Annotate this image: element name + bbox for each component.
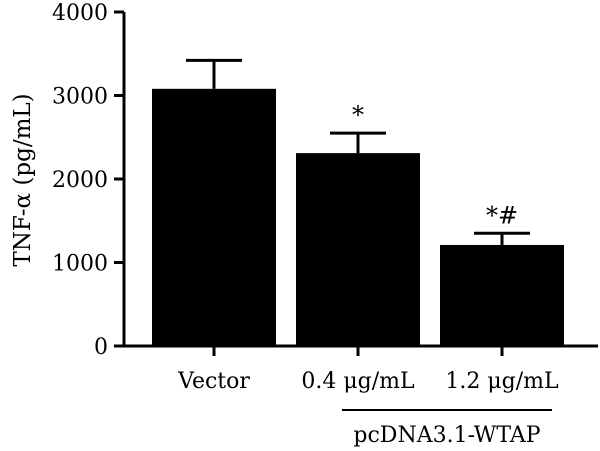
y-tick-label: 1000 [52, 252, 108, 277]
group-label: pcDNA3.1-WTAP [353, 423, 540, 448]
significance-marker: * [352, 101, 364, 129]
annotations-layer: * *# [352, 101, 518, 229]
y-axis: 0 1000 2000 3000 4000 [52, 1, 126, 360]
x-tick-label: 1.2 μg/mL [445, 369, 559, 394]
bar [440, 244, 564, 346]
bar [152, 88, 276, 346]
x-tick-label: Vector [177, 369, 250, 394]
bar [296, 153, 420, 346]
significance-marker: *# [486, 201, 518, 229]
bars-layer [152, 58, 564, 346]
y-tick-label: 2000 [52, 168, 108, 193]
x-tick-label: 0.4 μg/mL [301, 369, 415, 394]
x-axis: Vector 0.4 μg/mL 1.2 μg/mL [124, 344, 598, 394]
y-axis-title: TNF-α (pg/mL) [10, 93, 36, 266]
y-tick-label: 3000 [52, 85, 108, 110]
y-tick-label: 0 [94, 335, 108, 360]
y-tick-label: 4000 [52, 1, 108, 26]
